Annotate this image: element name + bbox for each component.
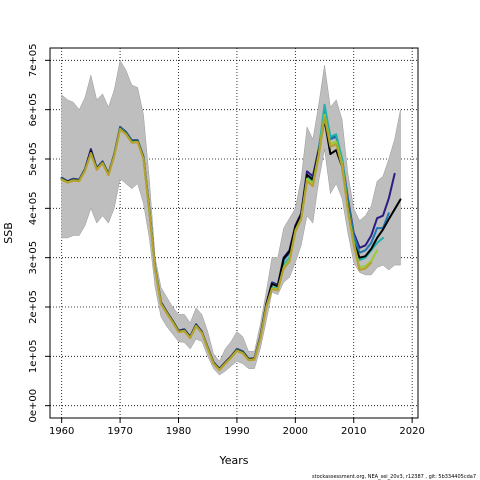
y-tick-label: 7e+05 bbox=[28, 44, 39, 78]
y-axis-title: SSB bbox=[2, 222, 15, 244]
y-tick-label: 5e+05 bbox=[28, 142, 39, 176]
y-axis: 0e+00 1e+05 2e+05 3e+05 4e+05 5e+05 6e+05 7e+05 bbox=[28, 44, 50, 423]
y-tick-label: 0e+00 bbox=[28, 389, 39, 423]
x-tick-label: 2000 bbox=[283, 426, 308, 437]
y-tick-label: 1e+05 bbox=[28, 340, 39, 374]
x-tick-label: 1970 bbox=[107, 426, 132, 437]
y-tick-label: 6e+05 bbox=[28, 93, 39, 127]
confidence-band bbox=[61, 59, 401, 376]
y-tick-label: 4e+05 bbox=[28, 192, 39, 226]
y-tick-label: 3e+05 bbox=[28, 241, 39, 275]
ssb-series-line-6 bbox=[60, 116, 373, 372]
x-axis: 1960 1970 1980 1990 2000 2010 2020 bbox=[49, 418, 425, 437]
x-axis-title: Years bbox=[218, 454, 248, 467]
series-layer bbox=[60, 103, 402, 372]
x-tick-label: 1980 bbox=[166, 426, 191, 437]
footnote: stockassessment.org, NEA_sei_20v3, r1238… bbox=[312, 474, 476, 480]
x-tick-label: 2010 bbox=[341, 426, 366, 437]
x-tick-label: 2020 bbox=[399, 426, 424, 437]
x-tick-label: 1960 bbox=[49, 426, 74, 437]
x-tick-label: 1990 bbox=[224, 426, 249, 437]
plot-frame bbox=[49, 47, 419, 419]
confidence-band-layer bbox=[61, 59, 401, 376]
y-tick-label: 2e+05 bbox=[28, 290, 39, 324]
